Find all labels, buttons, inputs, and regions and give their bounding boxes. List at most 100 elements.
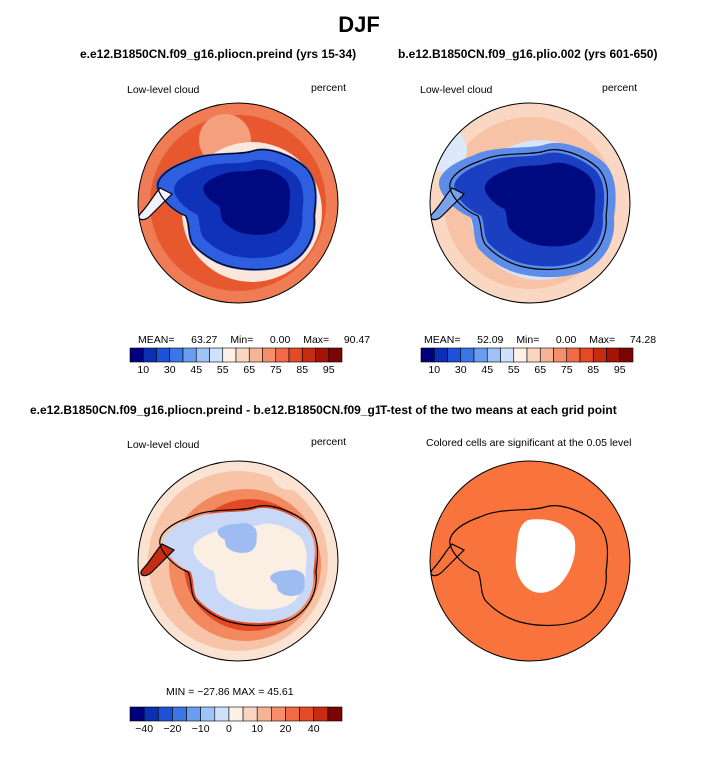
- panel1-border: [137, 102, 339, 304]
- panel3-colorbar-cell-5: [200, 706, 216, 722]
- panel1-colorbar-cell-6: [209, 347, 224, 363]
- panel2-mean-label: MEAN=: [424, 334, 461, 346]
- panel3-border: [137, 460, 339, 662]
- panel3-colorbar-cell-7: [228, 706, 244, 722]
- panel2-colorbar-cell-4: [473, 347, 488, 363]
- panel3-colorbar-tick-label: 0: [226, 723, 232, 735]
- panel1-colorbar-tick-label: 55: [216, 364, 229, 376]
- panel2-colorbar-cell-6: [500, 347, 515, 363]
- panel2-colorbar-cell-0: [420, 347, 435, 363]
- panel1-colorbar-tick-label: 65: [243, 364, 256, 376]
- panel2-colorbar-cell-7: [513, 347, 528, 363]
- panel1-colorbar-cell-7: [222, 347, 237, 363]
- panel3-colorbar-tick-label: −20: [163, 723, 182, 735]
- panel2-colorbar-cell-5: [486, 347, 501, 363]
- panel1-colorbar-cell-10: [262, 347, 277, 363]
- panel3-colorbar-cell-13: [313, 706, 329, 722]
- panel3-units-label: percent: [311, 436, 347, 448]
- panel2-colorbar-cell-13: [592, 347, 607, 363]
- panel1-mean-label: MEAN=: [138, 334, 175, 346]
- panel1-max-value: 90.47: [343, 334, 371, 346]
- panel3-stats: MIN = −27.86 MAX = 45.61: [166, 686, 294, 698]
- panel4-border: [429, 460, 631, 662]
- panel2-colorbar-tick-label: 30: [454, 364, 467, 376]
- panel3-variable-label: Low-level cloud: [127, 439, 200, 451]
- panel1-colorbar-cell-12: [288, 347, 303, 363]
- panel2-colorbar-cell-2: [447, 347, 462, 363]
- panel1-case-title: e.e12.B1850CN.f09_g16.pliocn.preind (yrs…: [80, 47, 357, 61]
- panel2-colorbar-tick-label: 55: [507, 364, 520, 376]
- panel2-max-value: 74.28: [629, 334, 657, 346]
- panel1-colorbar-cell-15: [328, 347, 343, 363]
- panel2-colorbar-cell-12: [579, 347, 594, 363]
- panel2-min-label: Min=: [516, 334, 540, 346]
- panel1-colorbar-tick-label: 85: [296, 364, 309, 376]
- panel3-colorbar-tick-label: −10: [191, 723, 210, 735]
- panel2-colorbar-cell-8: [526, 347, 541, 363]
- panel1-colorbar-tick-label: 10: [137, 364, 150, 376]
- panel2-min-value: 0.00: [555, 334, 577, 346]
- panel3-colorbar-cell-14: [327, 706, 343, 722]
- panel2-map: [430, 103, 630, 303]
- panel2-colorbar-cell-10: [553, 347, 568, 363]
- panel4-case-title: T-test of the two means at each grid poi…: [380, 403, 617, 417]
- panel1-colorbar-cell-8: [235, 347, 250, 363]
- panel1-colorbar-cell-14: [315, 347, 330, 363]
- panel3-colorbar-cell-2: [157, 706, 173, 722]
- panel4-map: [430, 461, 630, 661]
- panel3-map: [138, 461, 338, 661]
- panel1-mean-value: 63.27: [191, 334, 218, 346]
- panel2-colorbar-tick-label: 85: [587, 364, 600, 376]
- panel2-max-label: Max=: [589, 334, 616, 346]
- panel2-colorbar-cell-15: [619, 347, 634, 363]
- panel1-colorbar-cell-3: [169, 347, 184, 363]
- panel1-colorbar-cell-4: [182, 347, 197, 363]
- panel3-colorbar-tick-label: −40: [135, 723, 154, 735]
- panel3-colorbar-tick-label: 10: [251, 723, 264, 735]
- panel3-colorbar-cell-10: [271, 706, 286, 722]
- panel1-colorbar-tick-label: 45: [190, 364, 203, 376]
- panel1-colorbar-cell-9: [248, 347, 263, 363]
- panel2-colorbar-tick-label: 75: [560, 364, 573, 376]
- panel3-colorbar-cell-12: [299, 706, 315, 722]
- panel3-colorbar: [129, 706, 343, 722]
- panel2-case-title: b.e12.B1850CN.f09_g16.plio.002 (yrs 601-…: [398, 47, 658, 61]
- panel2-colorbar-cell-11: [566, 347, 581, 363]
- panel2-colorbar-cell-14: [606, 347, 621, 363]
- panel3-colorbar-cell-9: [256, 706, 272, 722]
- panel1-colorbar-tick-label: 30: [163, 364, 176, 376]
- panel1-colorbar-cell-2: [156, 347, 171, 363]
- panel2-colorbar-tick-label: 65: [534, 364, 547, 376]
- panel3-colorbar-tick-label: 40: [307, 723, 320, 735]
- panel1-colorbar-cell-11: [275, 347, 290, 363]
- panel2-colorbar: [420, 347, 634, 363]
- panel2-colorbar-tick-label: 95: [613, 364, 626, 376]
- panel2-colorbar-cell-1: [433, 347, 448, 363]
- panel1-variable-label: Low-level cloud: [127, 84, 200, 96]
- panel2-stats: MEAN= 52.09 Min= 0.00 Max= 74.28: [424, 334, 656, 346]
- panel3-colorbar-cell-6: [214, 706, 230, 722]
- panel1-colorbar: [129, 347, 343, 363]
- panel3-colorbar-cell-11: [285, 706, 300, 722]
- panel2-colorbar-tick-label: 45: [481, 364, 494, 376]
- panel3-colorbar-cell-3: [172, 706, 187, 722]
- panel4-note: Colored cells are significant at the 0.0…: [426, 437, 632, 449]
- panel1-colorbar-cell-1: [142, 347, 157, 363]
- panel2-mean-value: 52.09: [477, 334, 504, 346]
- panel1-colorbar-cell-0: [129, 347, 144, 363]
- panel1-units-label: percent: [311, 82, 347, 94]
- panel2-border: [429, 102, 631, 304]
- panel1-colorbar-cell-5: [195, 347, 210, 363]
- panel1-min-value: 0.00: [269, 334, 291, 346]
- panel1-stats: MEAN= 63.27 Min= 0.00 Max= 90.47: [138, 334, 370, 346]
- panel2-colorbar-cell-3: [460, 347, 475, 363]
- panel3-colorbar-tick-label: 20: [279, 723, 292, 735]
- panel1-colorbar-tick-label: 95: [322, 364, 335, 376]
- panel3-case-title: e.e12.B1850CN.f09_g16.pliocn.preind - b.…: [30, 403, 437, 417]
- panel3-colorbar-cell-8: [242, 706, 258, 722]
- panel1-colorbar-cell-13: [301, 347, 316, 363]
- figure-title: DJF: [338, 12, 380, 37]
- panel1-colorbar-tick-label: 75: [269, 364, 282, 376]
- panel2-colorbar-cell-9: [539, 347, 554, 363]
